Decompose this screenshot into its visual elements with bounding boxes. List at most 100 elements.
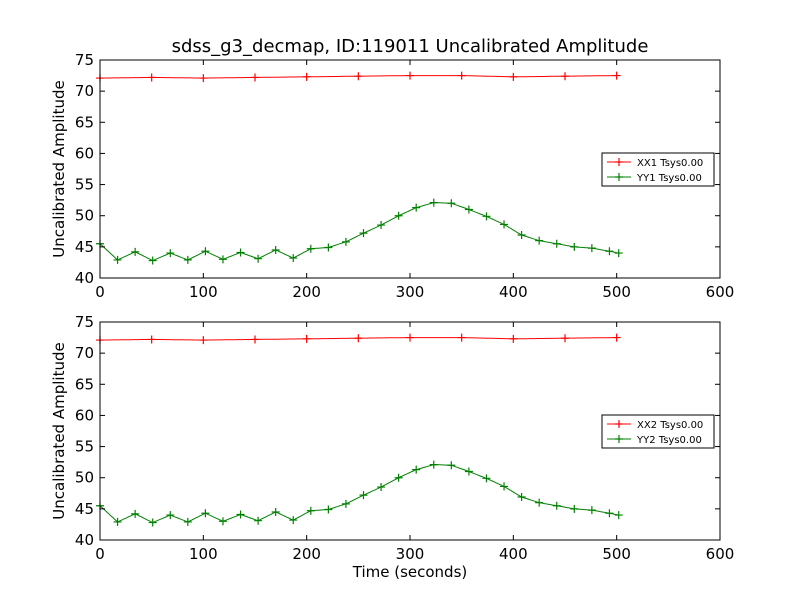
y-tick-label: 40 [75, 531, 94, 549]
data-point [254, 516, 263, 525]
data-point [429, 460, 438, 469]
data-point [302, 72, 311, 81]
data-point [464, 205, 473, 214]
data-point [612, 333, 621, 342]
data-point [183, 517, 192, 526]
data-point [587, 506, 596, 515]
legend: XX1 Tsys0.00 YY1 Tsys0.00 [601, 152, 715, 187]
data-point [354, 334, 363, 343]
data-point [517, 493, 526, 502]
data-point [271, 245, 280, 254]
legend-label: XX1 Tsys0.00 [637, 158, 703, 169]
data-point [561, 334, 569, 343]
data-point [412, 465, 421, 474]
data-point [324, 505, 333, 514]
legend-marker [615, 435, 623, 443]
data-point [614, 249, 623, 258]
x-tick-label: 100 [189, 283, 218, 301]
y-tick-label: 50 [75, 469, 94, 487]
data-point [394, 211, 403, 220]
data-point [199, 336, 208, 345]
series-xx1-tsys0-00 [96, 71, 621, 83]
data-point [535, 498, 544, 507]
data-point [612, 71, 621, 80]
data-point [236, 248, 245, 257]
data-point [166, 249, 175, 258]
x-tick-label: 600 [706, 545, 735, 563]
data-point [500, 220, 509, 229]
y-tick-label: 60 [75, 144, 94, 162]
legend: XX2 Tsys0.00 YY2 Tsys0.00 [601, 414, 715, 449]
data-point [500, 482, 509, 491]
data-point [605, 509, 614, 518]
data-point [236, 510, 245, 519]
subplot-1: sdss_g3_decmap, ID:119011 Uncalibrated A… [50, 36, 734, 301]
legend-marker [615, 173, 623, 181]
data-point [457, 71, 466, 80]
series-yy2-tsys0-00 [96, 460, 623, 527]
data-point [341, 499, 350, 508]
data-point [148, 256, 157, 265]
data-point [605, 247, 614, 256]
subplot-2: 0 100 200 300 400 500 600 40 45 50 55 60 65 70 75 Uncal… [50, 313, 734, 581]
data-point [457, 333, 466, 342]
x-tick-label: 300 [396, 283, 425, 301]
data-point [570, 242, 579, 251]
x-tick-label: 500 [602, 545, 631, 563]
data-point [131, 509, 140, 518]
series-line [99, 202, 619, 262]
data-point [199, 74, 208, 83]
data-point [183, 255, 192, 264]
y-tick-label: 65 [75, 375, 94, 393]
data-point [218, 517, 227, 526]
data-point [131, 247, 140, 256]
data-point [509, 72, 518, 81]
x-tick-label: 0 [95, 283, 105, 301]
y-tick-label: 50 [75, 207, 94, 225]
data-point [552, 239, 561, 248]
legend-box [601, 414, 715, 449]
y-tick-label: 65 [75, 113, 94, 131]
data-point [166, 511, 175, 520]
y-tick-label: 40 [75, 269, 94, 287]
x-tick-label: 400 [499, 545, 528, 563]
data-point [354, 72, 363, 81]
legend-label: XX2 Tsys0.00 [637, 420, 703, 431]
legend-label: YY1 Tsys0.00 [636, 173, 702, 184]
data-point [289, 254, 298, 263]
data-point [289, 516, 298, 525]
y-tick-label: 70 [75, 344, 94, 362]
x-tick-label: 200 [292, 545, 321, 563]
data-point [254, 254, 263, 263]
data-point [447, 199, 456, 208]
data-point [306, 506, 315, 515]
data-point [561, 72, 569, 81]
x-tick-label: 500 [602, 283, 631, 301]
y-tick-label: 55 [75, 438, 94, 456]
y-tick-label: 70 [75, 82, 94, 100]
data-point [412, 203, 421, 212]
series-line [99, 464, 619, 524]
y-tick-label: 75 [75, 51, 94, 69]
data-point [251, 335, 259, 344]
data-point [482, 474, 491, 483]
y-tick-label: 55 [75, 176, 94, 194]
y-axis-label: Uncalibrated Amplitude [50, 342, 68, 519]
y-tick-label: 60 [75, 406, 94, 424]
data-point [570, 504, 579, 513]
x-tick-label: 600 [706, 283, 735, 301]
x-axis-label: Time (seconds) [352, 563, 468, 581]
data-point [394, 473, 403, 482]
data-point [306, 244, 315, 253]
data-point [464, 467, 473, 476]
x-tick-label: 100 [189, 545, 218, 563]
x-tick-label: 0 [95, 545, 105, 563]
data-point [535, 236, 544, 245]
data-point [359, 229, 368, 238]
data-point [377, 483, 386, 492]
data-point [147, 73, 156, 82]
data-point [341, 237, 350, 246]
x-tick-label: 400 [499, 283, 528, 301]
y-axis-label: Uncalibrated Amplitude [50, 80, 68, 257]
